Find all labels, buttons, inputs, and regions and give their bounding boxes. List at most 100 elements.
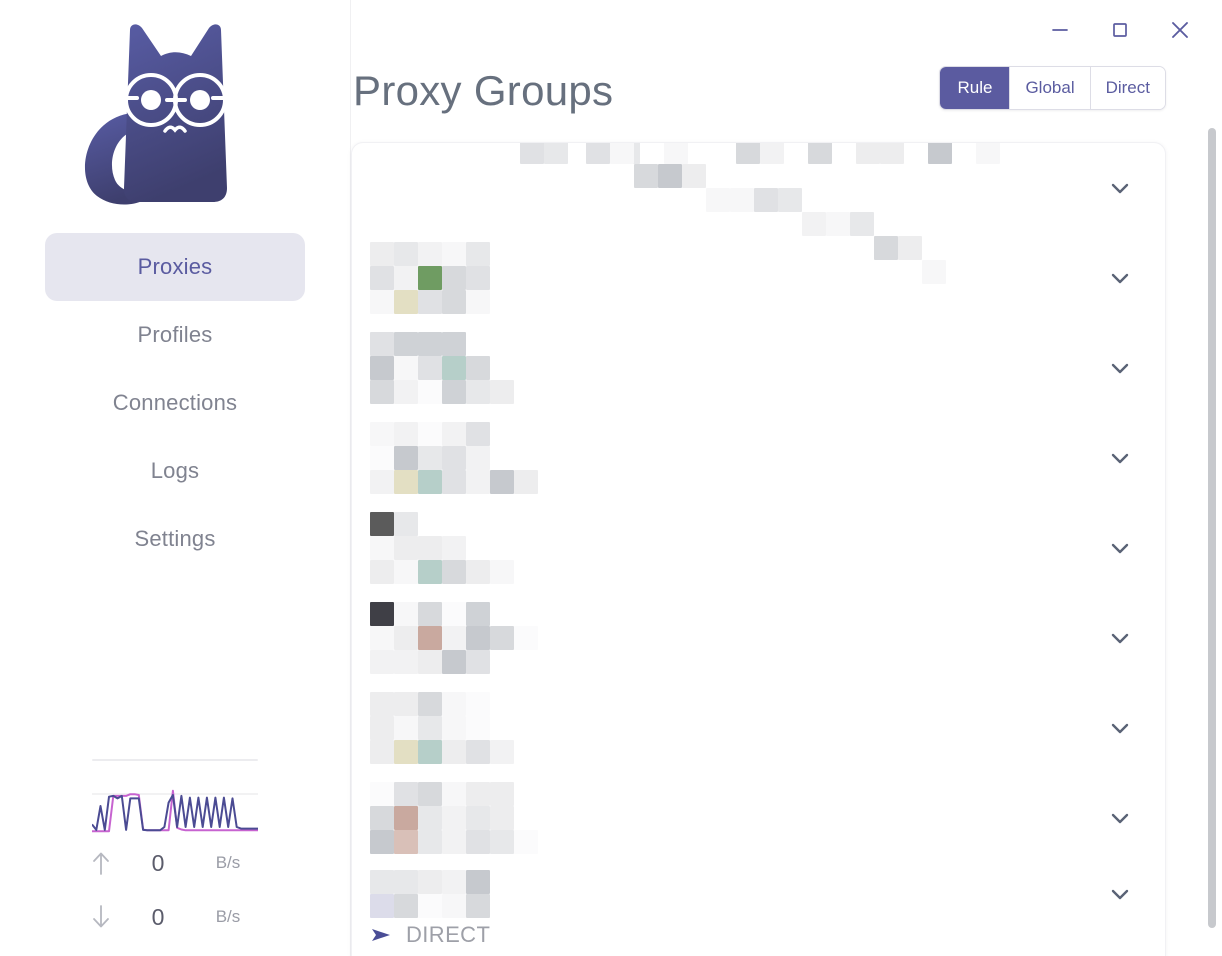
sidebar-item-label: Connections xyxy=(112,390,238,415)
mosaic-block xyxy=(922,260,946,284)
mosaic-block xyxy=(760,143,784,164)
direct-label: DIRECT xyxy=(406,922,491,947)
proxy-group-list[interactable]: DIRECT xyxy=(351,142,1166,956)
upload-rate-unit: B/s xyxy=(215,853,241,872)
mosaic-block xyxy=(466,560,490,584)
mosaic-block xyxy=(418,446,442,470)
mosaic-block xyxy=(418,870,442,894)
mosaic-block xyxy=(418,356,442,380)
mosaic-block xyxy=(370,716,394,740)
mosaic-block xyxy=(442,602,466,626)
proxy-group-row[interactable] xyxy=(352,683,1165,773)
upload-rate-row: 0 B/s xyxy=(79,836,279,890)
mosaic-block xyxy=(370,512,394,536)
proxy-group-row[interactable] xyxy=(352,593,1165,683)
chevron-down-icon[interactable] xyxy=(1107,175,1133,201)
proxy-group-row[interactable] xyxy=(352,503,1165,593)
sidebar-item-settings[interactable]: Settings xyxy=(45,505,305,573)
chevron-down-icon[interactable] xyxy=(1107,805,1133,831)
mosaic-block xyxy=(418,602,442,626)
mode-button-direct[interactable]: Direct xyxy=(1090,67,1165,109)
mosaic-block xyxy=(466,470,490,494)
proxy-group-row[interactable] xyxy=(352,143,1165,284)
mosaic-block xyxy=(394,266,418,290)
mosaic-block xyxy=(442,830,466,854)
sidebar-item-proxies[interactable]: Proxies xyxy=(45,233,305,301)
proxy-mode-switch: Rule Global Direct xyxy=(939,66,1166,110)
sidebar-item-logs[interactable]: Logs xyxy=(45,437,305,505)
mosaic-block xyxy=(370,242,394,266)
maximize-icon[interactable] xyxy=(1104,14,1136,46)
redacted-group-name xyxy=(370,773,1165,863)
mosaic-block xyxy=(466,602,490,626)
chevron-down-icon[interactable] xyxy=(1107,445,1133,471)
mosaic-block xyxy=(928,143,952,164)
mosaic-block xyxy=(418,650,442,674)
chevron-down-icon[interactable] xyxy=(1107,355,1133,381)
sidebar: Proxies Profiles Connections Logs Settin… xyxy=(0,0,350,956)
mosaic-block xyxy=(394,446,418,470)
mosaic-block xyxy=(586,143,610,164)
proxy-group-row[interactable] xyxy=(352,413,1165,503)
mosaic-block xyxy=(466,422,490,446)
chevron-down-icon[interactable] xyxy=(1107,625,1133,651)
proxy-group-row[interactable] xyxy=(352,863,1165,925)
mosaic-block xyxy=(370,782,394,806)
sidebar-item-label: Proxies xyxy=(137,254,213,279)
mosaic-block xyxy=(370,266,394,290)
mosaic-block xyxy=(466,626,490,650)
proxy-group-row[interactable] xyxy=(352,233,1165,323)
mosaic-block xyxy=(490,626,514,650)
mosaic-block xyxy=(370,380,394,404)
mosaic-block xyxy=(442,740,466,764)
direct-entry[interactable]: DIRECT xyxy=(370,922,490,948)
traffic-divider xyxy=(92,759,258,761)
proxy-group-row[interactable] xyxy=(352,773,1165,863)
mosaic-block xyxy=(808,143,832,164)
vertical-scrollbar[interactable] xyxy=(1208,128,1216,948)
mosaic-block xyxy=(514,626,538,650)
mosaic-block xyxy=(754,188,778,212)
mosaic-block xyxy=(802,212,826,236)
mosaic-block xyxy=(394,692,418,716)
mosaic-block xyxy=(466,290,490,314)
mode-button-global[interactable]: Global xyxy=(1010,67,1091,109)
mosaic-block xyxy=(442,380,466,404)
chevron-down-icon[interactable] xyxy=(1107,265,1133,291)
mosaic-block xyxy=(370,626,394,650)
proxy-group-row[interactable] xyxy=(352,323,1165,413)
mosaic-block xyxy=(514,830,538,854)
scrollbar-thumb[interactable] xyxy=(1208,128,1216,928)
mosaic-block xyxy=(976,143,1000,164)
minimize-icon[interactable] xyxy=(1044,14,1076,46)
mosaic-block xyxy=(394,894,418,918)
sidebar-item-profiles[interactable]: Profiles xyxy=(45,301,305,369)
sidebar-item-label: Settings xyxy=(134,526,216,551)
mosaic-block xyxy=(370,356,394,380)
main-content: Proxy Groups Rule Global Direct xyxy=(350,0,1222,956)
sidebar-item-connections[interactable]: Connections xyxy=(45,369,305,437)
mosaic-block xyxy=(874,236,898,260)
mosaic-block xyxy=(418,626,442,650)
mosaic-block xyxy=(442,626,466,650)
mosaic-block xyxy=(520,143,544,164)
mosaic-block xyxy=(370,894,394,918)
mode-button-label: Direct xyxy=(1105,78,1150,97)
mosaic-block xyxy=(466,870,490,894)
redacted-group-name xyxy=(370,143,1165,284)
chevron-down-icon[interactable] xyxy=(1107,881,1133,907)
mosaic-block xyxy=(418,806,442,830)
mosaic-block xyxy=(466,380,490,404)
mosaic-block xyxy=(394,560,418,584)
sidebar-item-label: Profiles xyxy=(137,322,213,347)
chevron-down-icon[interactable] xyxy=(1107,535,1133,561)
mosaic-block xyxy=(442,870,466,894)
mosaic-block xyxy=(730,188,754,212)
mosaic-block xyxy=(706,188,730,212)
mode-button-rule[interactable]: Rule xyxy=(940,67,1011,109)
mosaic-block xyxy=(418,716,442,740)
chevron-down-icon[interactable] xyxy=(1107,715,1133,741)
mosaic-block xyxy=(442,242,466,266)
close-icon[interactable] xyxy=(1164,14,1196,46)
mosaic-block xyxy=(394,650,418,674)
